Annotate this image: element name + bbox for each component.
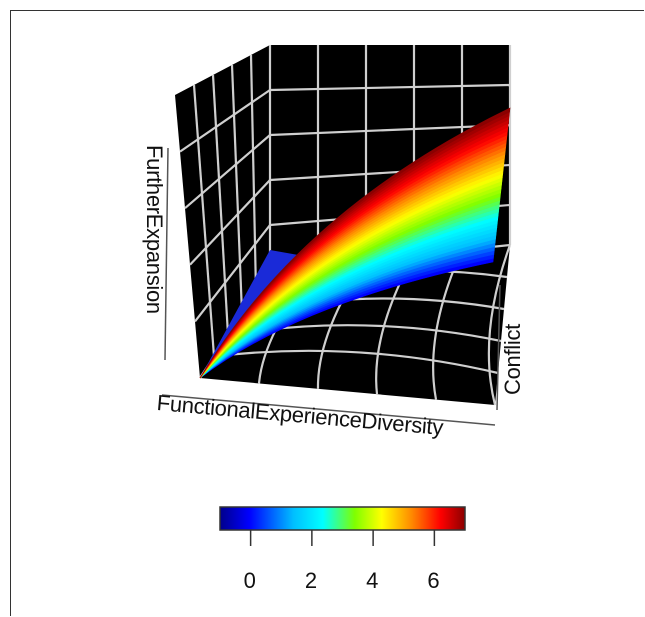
- colorbar-tick-label: 4: [366, 568, 379, 593]
- grid-line: [189, 179, 271, 266]
- grid-line: [230, 64, 244, 314]
- grid-line: [213, 349, 499, 375]
- grid-line: [249, 54, 258, 292]
- colorbar-ticks: [249, 530, 436, 546]
- grid-line: [269, 123, 511, 137]
- grid-line: [269, 83, 511, 92]
- grid-line: [211, 74, 230, 335]
- figure-frame: [10, 10, 644, 616]
- colorbar-tick-label: 2: [304, 568, 318, 593]
- grid-line: [194, 224, 271, 323]
- surface-band: [199, 107, 511, 379]
- colorbar-tick-label: 6: [427, 568, 440, 593]
- grid-line: [184, 134, 271, 210]
- axis-ticks: [161, 147, 501, 426]
- colorbar-tick-label: 0: [243, 568, 256, 593]
- grid-line: [179, 89, 271, 153]
- z-axis-label: FurtherExpansion: [142, 145, 167, 314]
- colorbar: [219, 506, 466, 531]
- surface: [199, 107, 511, 379]
- y-axis-label: Conflict: [500, 324, 525, 395]
- grid-line: [487, 244, 512, 406]
- grid-lines: [179, 45, 512, 406]
- grid-line: [192, 84, 216, 357]
